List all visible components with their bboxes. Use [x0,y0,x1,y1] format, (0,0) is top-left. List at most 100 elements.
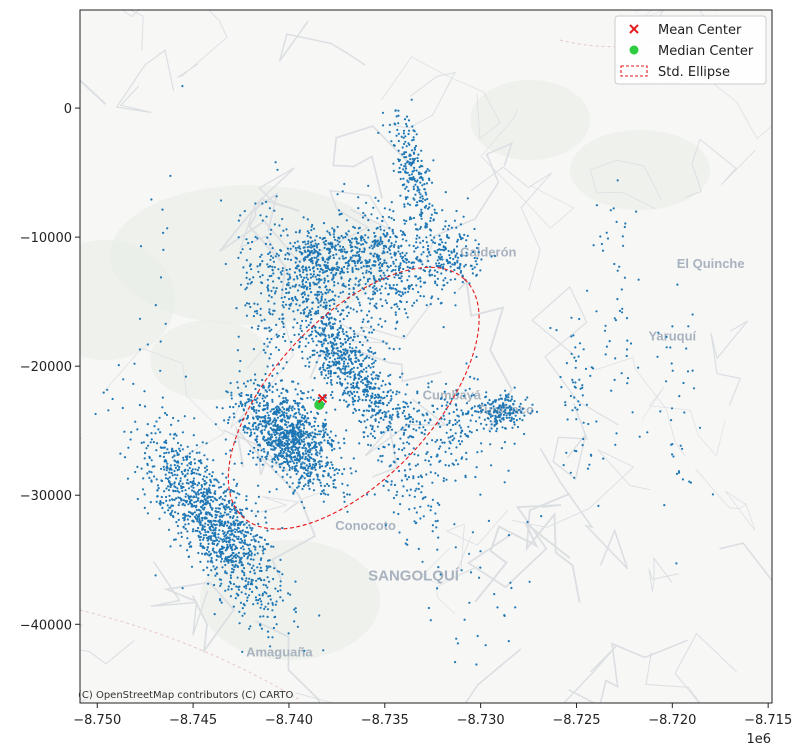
data-point [356,335,359,338]
data-point [458,419,461,422]
data-point [372,263,375,267]
data-point [484,395,488,398]
data-point [399,229,402,232]
data-point [199,521,202,524]
data-point [277,254,280,257]
data-point [281,526,284,530]
data-point [357,227,360,230]
data-point [331,439,334,442]
data-point [358,250,361,253]
data-point [325,239,328,242]
data-point [297,449,300,452]
data-point [290,446,293,449]
data-point [419,193,422,196]
data-point [339,324,342,327]
data-point [321,293,324,296]
data-point [332,354,335,357]
data-point [382,244,385,248]
data-point [298,229,301,232]
data-point [247,562,250,565]
data-point [310,249,313,253]
data-point [262,416,265,419]
data-point [369,252,373,255]
data-point [356,391,359,394]
data-point [298,413,301,416]
data-point [214,490,217,493]
data-point [236,519,239,522]
data-point [403,152,406,156]
data-point [386,231,389,235]
data-point [242,428,245,431]
data-point [324,428,328,431]
data-point [484,411,487,414]
data-point [301,461,304,464]
data-point [267,559,270,562]
data-point [227,561,230,564]
data-point [436,519,439,523]
data-point [327,334,330,337]
data-point [368,331,371,334]
data-point [301,466,304,469]
data-point [207,530,210,534]
data-point [491,402,494,405]
data-point [337,295,340,298]
data-point [381,304,384,308]
data-point [184,523,187,526]
data-point [232,534,235,537]
data-point [417,409,421,412]
data-point [330,327,333,330]
data-point [143,405,147,408]
data-point [311,431,314,434]
data-point [396,407,399,410]
data-point [400,428,403,431]
data-point [281,427,284,431]
data-point [521,419,524,422]
data-point [309,241,312,244]
data-point [374,196,377,199]
data-point [239,508,242,511]
data-point [347,264,350,267]
data-point [319,481,322,484]
data-point [271,420,274,423]
data-point [205,491,208,494]
data-point [256,552,259,555]
data-point [123,456,127,459]
data-point [207,537,210,540]
data-point [196,499,199,502]
data-point [211,561,214,564]
data-point [429,269,432,272]
data-point [303,471,306,474]
data-point [435,526,438,529]
data-point [297,485,300,488]
data-point [298,454,301,457]
data-point [251,425,254,428]
data-point [282,306,285,309]
data-point [381,242,384,245]
road [80,624,135,665]
data-point [322,433,325,436]
data-point [291,380,294,383]
data-point [276,442,279,446]
data-point [430,455,433,459]
data-point [436,502,439,505]
data-point [410,283,413,287]
data-point [331,360,334,363]
data-point [415,511,418,514]
data-point [456,463,460,466]
data-point [474,475,477,479]
data-point [328,336,331,339]
data-point [447,236,450,239]
data-point [395,321,398,324]
data-point [293,620,296,623]
data-point [269,438,272,441]
data-point [241,508,244,512]
data-point [574,359,578,362]
data-point [255,599,258,602]
data-point [186,445,189,448]
data-point [524,398,527,401]
data-point [255,428,258,431]
data-point [155,500,158,503]
data-point [287,592,290,595]
data-point [197,514,201,518]
data-point [176,464,179,467]
